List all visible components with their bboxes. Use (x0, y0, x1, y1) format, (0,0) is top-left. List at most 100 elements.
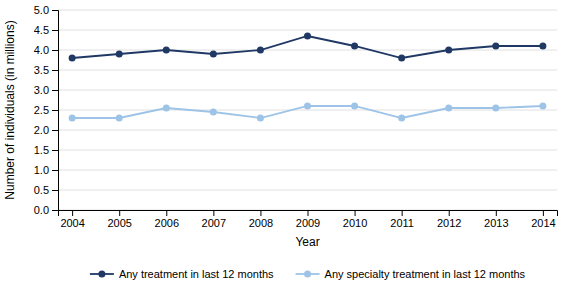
tick: 2005 (107, 210, 131, 229)
tick-mark (213, 210, 214, 216)
tick: 2006 (155, 210, 179, 229)
tick: 2007 (202, 210, 226, 229)
tick: 0.5 (34, 184, 58, 196)
tick-mark (166, 210, 167, 216)
tick-label: 1.5 (34, 144, 49, 156)
legend-item: Any specialty treatment in last 12 month… (296, 268, 526, 280)
tick: 0.0 (34, 204, 58, 216)
tick: 2013 (484, 210, 508, 229)
tick-label: 3.5 (34, 64, 49, 76)
point (163, 47, 170, 54)
grid-line (58, 30, 557, 31)
tick-label: 2013 (484, 217, 508, 229)
point (492, 43, 499, 50)
tick-mark (52, 130, 58, 131)
tick-label: 2005 (107, 217, 131, 229)
tick-label: 4.5 (34, 24, 49, 36)
tick: 2004 (60, 210, 84, 229)
point (445, 105, 452, 112)
tick-mark (52, 30, 58, 31)
tick-mark (52, 70, 58, 71)
point (116, 51, 123, 58)
tick-label: 2007 (202, 217, 226, 229)
tick: 2014 (531, 210, 555, 229)
tick-label: 0.5 (34, 184, 49, 196)
tick-label: 2009 (296, 217, 320, 229)
tick: 1.5 (34, 144, 58, 156)
tick-label: 4.0 (34, 44, 49, 56)
point (257, 115, 264, 122)
point (351, 43, 358, 50)
series (69, 33, 547, 62)
y-axis-title: Number of individuals (in millions) (3, 20, 17, 199)
x-axis-title: Year (295, 235, 319, 249)
legend-item: Any treatment in last 12 months (90, 268, 274, 280)
tick-label: 2.0 (34, 124, 49, 136)
point (304, 33, 311, 40)
tick-mark (543, 210, 544, 216)
grid-line (58, 110, 557, 111)
tick: 5.0 (34, 4, 58, 16)
tick-mark (52, 90, 58, 91)
tick-mark (449, 210, 450, 216)
point (210, 109, 217, 116)
grid-line (58, 70, 557, 71)
tick-mark (119, 210, 120, 216)
tick-label: 1.0 (34, 164, 49, 176)
grid-line (58, 50, 557, 51)
tick: 4.5 (34, 24, 58, 36)
tick-mark (52, 150, 58, 151)
legend: Any treatment in last 12 months Any speci… (90, 268, 526, 280)
point (304, 103, 311, 110)
grid-line (58, 190, 557, 191)
chart: 2004 2005 2006 2007 2008 2009 2010 2011 2012 2013… (0, 0, 573, 288)
point (492, 105, 499, 112)
tick: 2008 (249, 210, 273, 229)
series (69, 103, 547, 122)
axis-line (59, 211, 558, 217)
y-axis: 0.0 0.5 1.0 1.5 2.0 2.5 3.0 3.5 4.0 4.5 5.0 (34, 4, 59, 216)
point (116, 115, 123, 122)
point (445, 47, 452, 54)
tick-label: 2011 (390, 217, 414, 229)
tick: 2012 (437, 210, 461, 229)
tick-label: 2.5 (34, 104, 49, 116)
legend-label: Any treatment in last 12 months (119, 268, 274, 280)
chart-container: 2004 2005 2006 2007 2008 2009 2010 2011 2012 2013… (0, 0, 573, 288)
tick-label: 2008 (249, 217, 273, 229)
tick-mark (52, 50, 58, 51)
point (163, 105, 170, 112)
grid-line (58, 150, 557, 151)
tick: 2010 (343, 210, 367, 229)
tick: 3.0 (34, 84, 58, 96)
tick: 2009 (296, 210, 320, 229)
grid-line (58, 170, 557, 171)
point (69, 55, 76, 62)
tick-label: 5.0 (34, 4, 49, 16)
tick: 2011 (390, 210, 414, 229)
tick-mark (402, 210, 403, 216)
grid-line (58, 130, 557, 131)
tick: 3.5 (34, 64, 58, 76)
tick-mark (52, 170, 58, 171)
tick-label: 3.0 (34, 84, 49, 96)
point (398, 55, 405, 62)
tick-label: 0.0 (34, 204, 49, 216)
grid (58, 10, 557, 210)
tick-mark (52, 210, 58, 211)
tick-label: 2014 (531, 217, 555, 229)
tick-mark (52, 190, 58, 191)
tick-label: 2004 (60, 217, 84, 229)
tick-mark (260, 210, 261, 216)
tick-label: 2006 (155, 217, 179, 229)
point (539, 103, 546, 110)
point (539, 43, 546, 50)
axis-line (52, 11, 59, 211)
point (398, 115, 405, 122)
tick-mark (72, 210, 73, 216)
tick: 2.5 (34, 104, 58, 116)
tick: 4.0 (34, 44, 58, 56)
tick: 2.0 (34, 124, 58, 136)
plot: 2004 2005 2006 2007 2008 2009 2010 2011 2012 2013… (34, 4, 558, 229)
tick-mark (496, 210, 497, 216)
